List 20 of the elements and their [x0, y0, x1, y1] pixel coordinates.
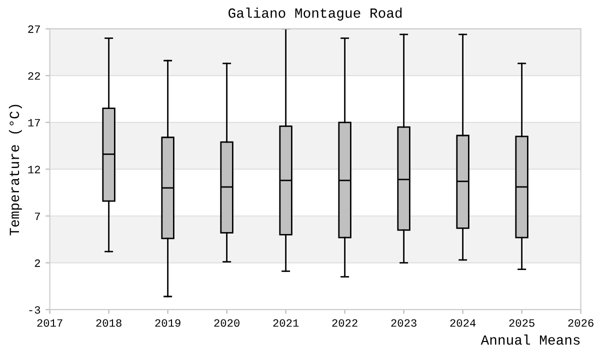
y-tick-label: 12: [28, 166, 40, 174]
chart-title: Galiano Montague Road: [228, 8, 402, 21]
x-tick-label: 2023: [391, 319, 416, 327]
x-tick-label: 2018: [96, 319, 122, 327]
x-tick-label: 2024: [450, 319, 476, 327]
y-axis-title: Temperature (°C): [8, 104, 22, 236]
y-tick-label: 17: [28, 119, 40, 126]
x-tick-label: 2021: [273, 319, 299, 327]
y-tick-label: 22: [28, 72, 40, 80]
y-tick-label: 2: [34, 259, 40, 267]
y-tick-label: 27: [28, 25, 40, 33]
x-axis-title: Annual Means: [480, 334, 580, 345]
x-tick-label: 2026: [568, 319, 594, 327]
x-tick-label: 2020: [214, 319, 240, 327]
x-tick-label: 2025: [509, 319, 534, 327]
x-tick-label: 2017: [37, 319, 62, 327]
x-tick-label: 2019: [155, 319, 180, 327]
y-tick-label: -3: [29, 306, 40, 314]
y-tick-label: 7: [34, 212, 40, 220]
x-tick-label: 2022: [332, 319, 358, 327]
